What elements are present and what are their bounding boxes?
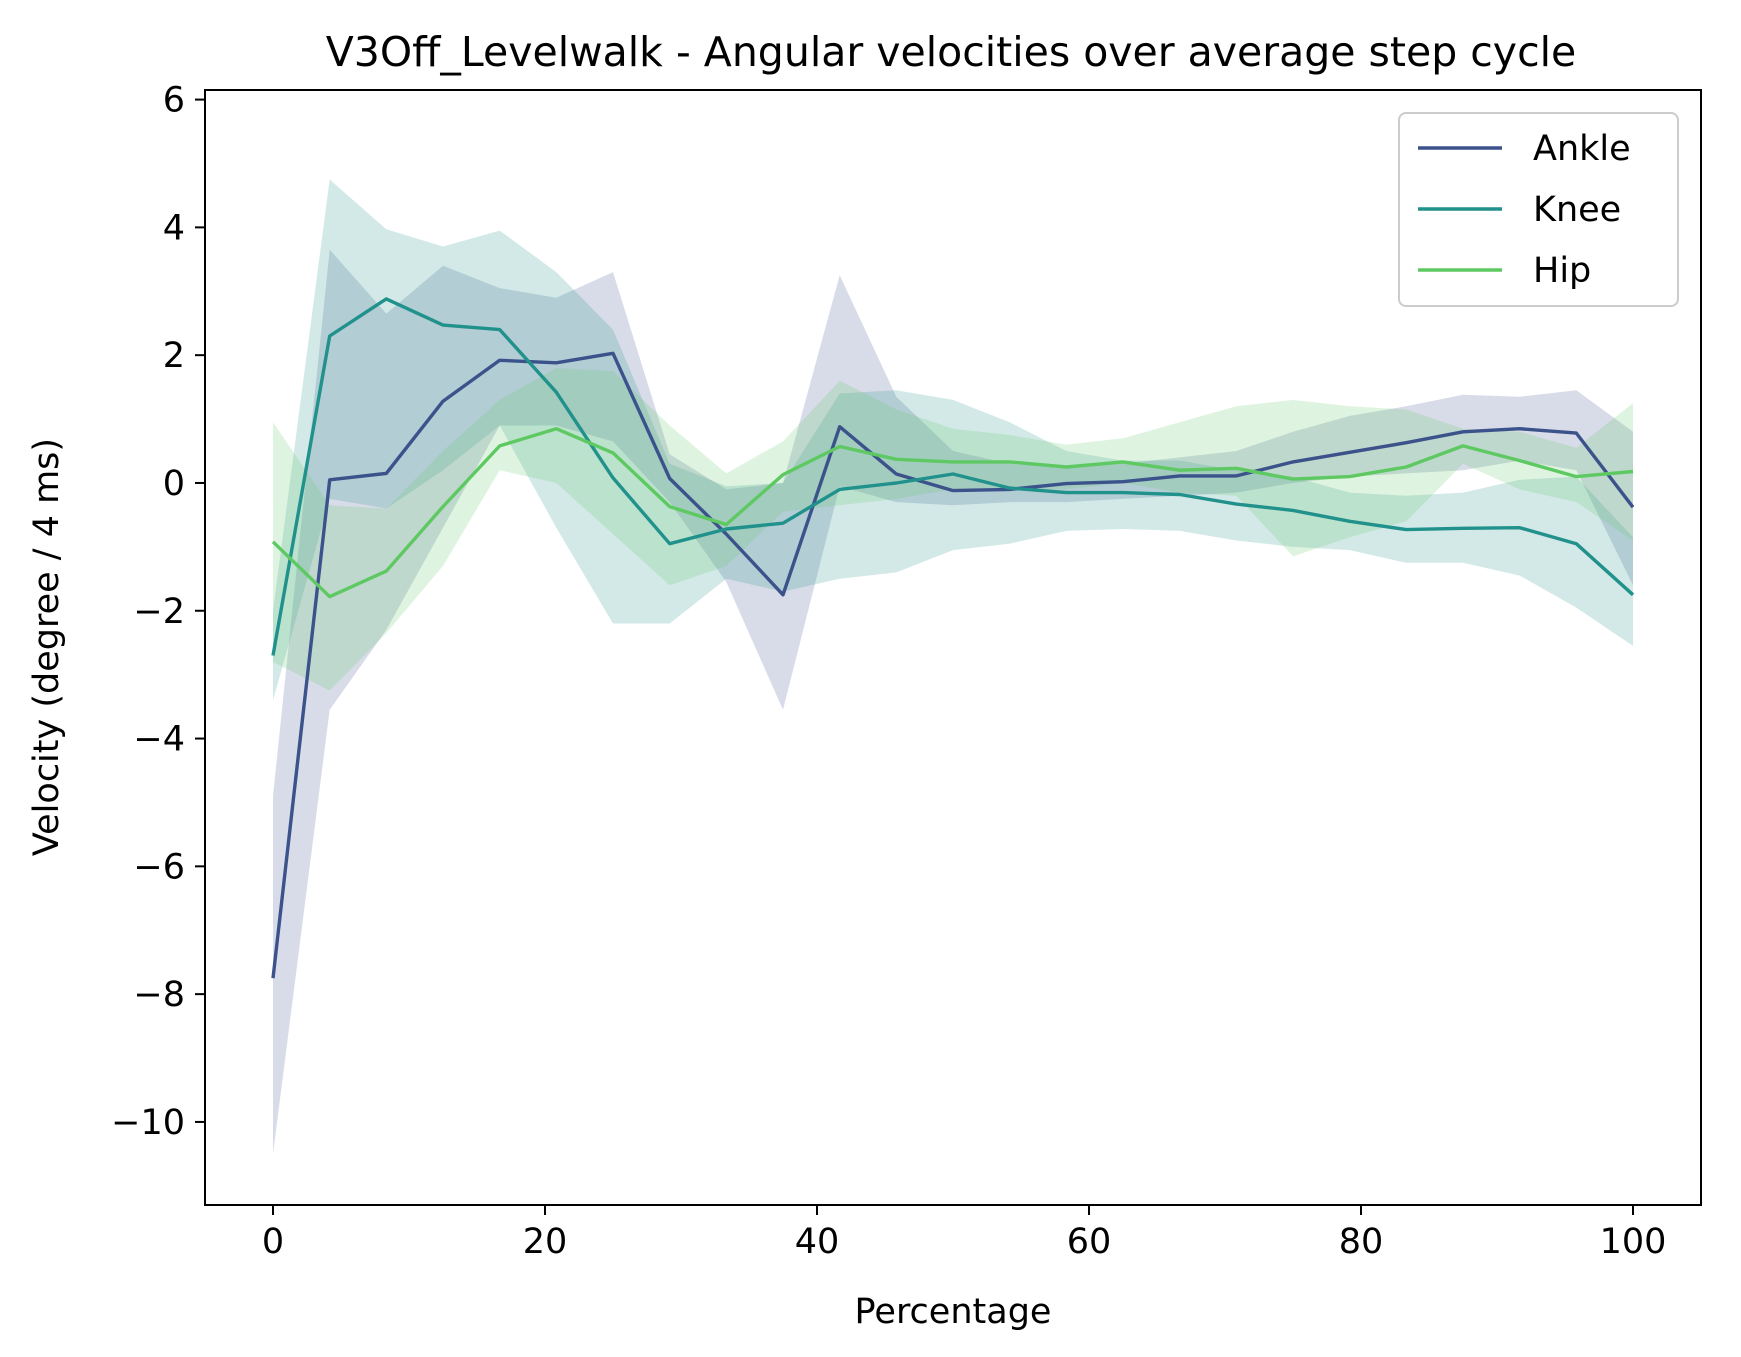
- band-knee: [273, 179, 1633, 701]
- legend-label-hip: Hip: [1533, 251, 1591, 291]
- y-axis: −10 −8 −6 −4 −2 0 2 4 6: [111, 81, 205, 1143]
- legend-label-knee: Knee: [1533, 190, 1621, 230]
- y-tick-label: −4: [133, 720, 185, 760]
- legend-box: [1398, 112, 1679, 307]
- y-tick-label: 6: [163, 81, 185, 121]
- series-lines: [271, 297, 1635, 979]
- x-tick-label: 0: [262, 1222, 284, 1262]
- y-tick-label: 0: [163, 464, 185, 504]
- y-axis-label: Velocity (degree / 4 ms): [27, 438, 67, 856]
- line-knee: [271, 297, 1635, 656]
- band-ankle: [273, 249, 1633, 1154]
- y-tick-label: −6: [133, 847, 185, 887]
- plot-area-frame: [204, 89, 1702, 1206]
- y-tick-label: 2: [163, 336, 185, 376]
- x-tick-label: 20: [523, 1222, 568, 1262]
- legend-label-ankle: Ankle: [1533, 129, 1631, 169]
- confidence-bands: [273, 179, 1633, 1154]
- line-hip: [271, 427, 1634, 599]
- y-tick-label: −10: [111, 1103, 185, 1143]
- chart-title: V3Off_Levelwalk - Angular velocities ove…: [326, 28, 1576, 76]
- x-tick-label: 100: [1600, 1222, 1667, 1262]
- band-hip: [273, 368, 1633, 691]
- x-axis: 0 20 40 60 80 100: [262, 1205, 1667, 1262]
- x-tick-label: 80: [1339, 1222, 1384, 1262]
- x-tick-label: 40: [795, 1222, 840, 1262]
- y-tick-label: −2: [133, 592, 185, 632]
- y-tick-label: 4: [163, 208, 185, 248]
- y-tick-label: −8: [133, 975, 185, 1015]
- x-tick-label: 60: [1067, 1222, 1112, 1262]
- legend: Ankle Knee Hip: [1398, 112, 1679, 307]
- x-axis-label: Percentage: [855, 1292, 1052, 1332]
- line-ankle: [271, 351, 1635, 979]
